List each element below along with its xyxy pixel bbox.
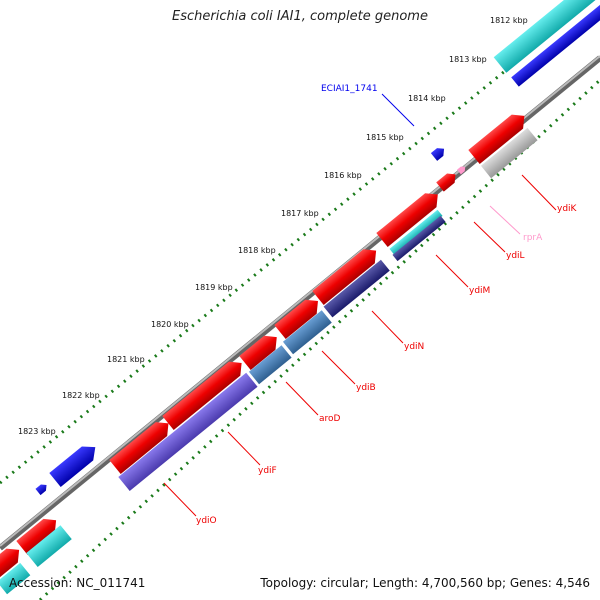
genome-summary-text: Topology: circular; Length: 4,700,560 bp… (260, 576, 590, 590)
gene-label-ydiM: ydiM (469, 286, 490, 296)
gene-ydiO (109, 422, 169, 474)
kbp-label: 1819 kbp (195, 283, 233, 292)
kbp-labels: 1812 kbp 1813 kbp 1814 kbp 1815 kbp 1816… (18, 16, 528, 436)
gene-label-ydiK: ydiK (557, 204, 578, 214)
feature-blue-left-small (35, 484, 47, 496)
leader-ydiK (521, 174, 557, 211)
feature-blue-left-large (49, 446, 96, 487)
gene-ydiL (436, 173, 456, 192)
gene-ydiM-navy (392, 215, 446, 262)
gene-ydiM (376, 193, 438, 247)
leader-ydiL (473, 221, 506, 253)
gene-ydiF-purple (118, 372, 258, 491)
map-title: Escherichia coli IAI1, complete genome (172, 9, 428, 24)
gene-ydiB (274, 299, 318, 339)
leader-ecia (381, 93, 415, 127)
kbp-label: 1817 kbp (281, 209, 319, 218)
gene-label-ecia: ECIAI1_1741 (321, 84, 378, 94)
leader-ydiF (227, 431, 261, 466)
gene-ydiM-cyan (389, 209, 443, 256)
feature-cyan-top (493, 0, 600, 73)
gene-leader-lines (163, 93, 557, 517)
leader-ydiB (321, 350, 356, 385)
feature-blue-small-ecia (430, 148, 445, 161)
gene-rprA (457, 166, 466, 175)
gene-ydiN (312, 249, 377, 305)
kbp-label: 1818 kbp (238, 246, 276, 255)
kbp-label: 1812 kbp (490, 16, 528, 25)
gene-label-aroD: aroD (319, 414, 341, 424)
gene-label-ydiB: ydiB (356, 383, 376, 393)
feature-blue-top (511, 0, 600, 87)
gene-ydiK-gray (480, 127, 538, 179)
gene-bottom-red (16, 518, 57, 555)
gene-ydiF (162, 361, 242, 430)
gene-ydiK (468, 114, 525, 164)
leader-ydiO (163, 482, 197, 517)
leader-ydiM (435, 254, 469, 288)
gene-bottom-cyan2 (0, 562, 31, 595)
gene-label-ydiF: ydiF (258, 466, 277, 476)
leader-rprA (489, 205, 521, 235)
kbp-label: 1821 kbp (107, 355, 145, 364)
kbp-label: 1820 kbp (151, 320, 189, 329)
gene-ydiN-navy (323, 259, 390, 318)
gene-labels: ECIAI1_1741 ydiK rprA ydiL ydiM ydiN ydi… (196, 84, 578, 526)
leader-aroD (285, 381, 319, 416)
gene-label-rprA: rprA (523, 233, 543, 243)
gene-bottom-cyan (26, 525, 72, 567)
outer-scale-line (0, 0, 593, 485)
kbp-label: 1814 kbp (408, 94, 446, 103)
kbp-label: 1823 kbp (18, 427, 56, 436)
leader-ydiN (371, 310, 404, 344)
gene-ydiB-steel (282, 310, 332, 355)
kbp-label: 1813 kbp (449, 55, 487, 64)
accession-text: Accession: NC_011741 (9, 576, 146, 590)
gene-bottom-red2 (0, 548, 20, 579)
kbp-label: 1822 kbp (62, 391, 100, 400)
inner-scale-line (38, 78, 600, 600)
gene-label-ydiL: ydiL (506, 251, 525, 261)
gene-label-ydiN: ydiN (404, 342, 424, 352)
gene-label-ydiO: ydiO (196, 516, 217, 526)
gene-aroD-steel (248, 345, 292, 385)
kbp-label: 1815 kbp (366, 133, 404, 142)
gene-aroD (239, 335, 277, 370)
kbp-label: 1816 kbp (324, 171, 362, 180)
